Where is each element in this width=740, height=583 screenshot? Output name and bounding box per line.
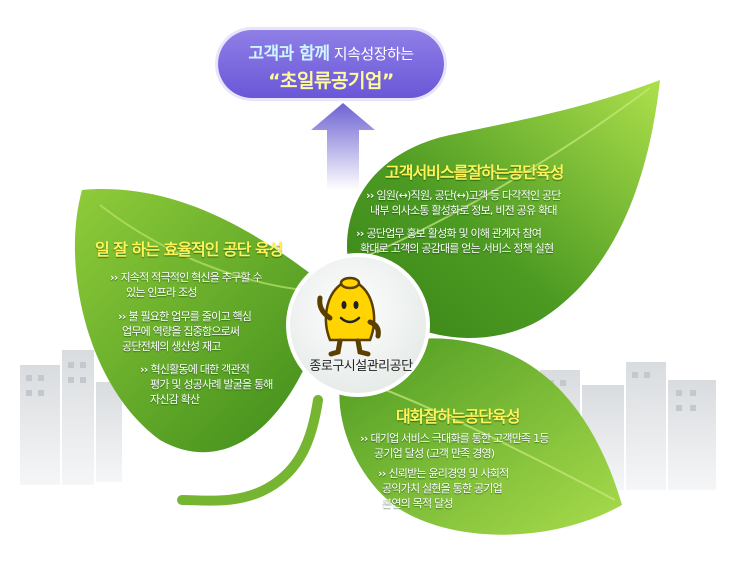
- bullet-text: 내부 의사소통 활성화로 정보, 비전 공유 확대: [370, 204, 557, 217]
- bullet-text: 공단전체의 생산성 재고: [122, 340, 221, 353]
- bullet-text: 임원(↔)직원, 공단(↔)고객 등 다각적인 공단: [376, 189, 561, 202]
- left-bullet-3: ›› 혁신활동에 대한 객관적 평가 및 성공사례 발굴을 통해 자신감 확산: [140, 363, 273, 406]
- top-right-bullet-1: ›› 임원(↔)직원, 공단(↔)고객 등 다각적인 공단 내부 의사소통 활성화…: [366, 189, 561, 217]
- bottom-right-bullet-2: ›› 신뢰받는 윤리경영 및 사회적 공익가치 실현을 통한 공기업 본연의 목적…: [378, 467, 509, 510]
- bullet-text: 공단업무 홍보 활성화 및 이해 관계자 참여: [366, 227, 542, 240]
- left-bullet-2: ›› 불 필요한 업무를 줄이고 핵심 업무에 역량을 집중함으로써 공단전체의 …: [118, 310, 252, 353]
- top-right-leaf-title: 고객서비스를잘하는공단육성: [385, 163, 564, 182]
- vision-line-2: “초일류공기업”: [268, 70, 394, 92]
- bullet-text: 자신감 확산: [150, 393, 200, 406]
- mascot-icon: [317, 276, 381, 357]
- leaf-top-right: [346, 80, 660, 338]
- bullet-text: 대기업 서비스 극대화를 통한 고객만족 1등: [370, 432, 549, 445]
- bullet-text: 불 필요한 업무를 줄이고 핵심: [128, 310, 252, 323]
- vision-rest: 지속성장하는: [333, 45, 414, 63]
- bullet-text: 공익가치 실현을 통한 공기업: [382, 482, 503, 495]
- bullet-text: 공기업 달성 (고객 만족 경영): [374, 447, 495, 460]
- left-bullet-1: ›› 지속적 적극적인 혁신을 추구할 수 있는 인프라 조성: [110, 271, 263, 299]
- top-right-bullet-2: ›› 공단업무 홍보 활성화 및 이해 관계자 참여 확대로 고객의 공감대를 얻…: [356, 227, 554, 255]
- left-leaf-title: 일 잘 하는 효율적인 공단 육성: [95, 240, 283, 259]
- leaf-bottom-right: [339, 338, 622, 535]
- bullet-text: 혁신활동에 대한 객관적: [150, 363, 250, 376]
- vision-highlight: 고객과 함께: [248, 44, 330, 64]
- vision-line-1: 고객과 함께 지속성장하는: [218, 39, 444, 64]
- bullet-text: 신뢰받는 윤리경영 및 사회적: [388, 467, 509, 480]
- bullet-text: 업무에 역량을 집중함으로써: [122, 325, 240, 338]
- bullet-text: 있는 인프라 조성: [126, 286, 197, 299]
- bullet-text: 평가 및 성공사례 발굴을 통해: [150, 378, 273, 391]
- bullet-text: 본연의 목적 달성: [382, 497, 453, 510]
- organization-name: 종로구시설관리공단: [309, 359, 413, 374]
- leaf-left: [74, 189, 332, 453]
- leaf-stem: [177, 395, 323, 506]
- vision-bubble: 고객과 함께 지속성장하는 “초일류공기업”: [218, 30, 444, 98]
- bottom-right-bullet-1: ›› 대기업 서비스 극대화를 통한 고객만족 1등 공기업 달성 (고객 만족 …: [360, 432, 549, 460]
- bullet-text: 확대로 고객의 공감대를 얻는 서비스 정책 실현: [360, 242, 554, 255]
- up-arrow-icon: [311, 103, 375, 190]
- bullet-text: 지속적 적극적인 혁신을 추구할 수: [120, 271, 262, 284]
- bottom-right-leaf-title: 대화잘하는공단육성: [396, 407, 520, 426]
